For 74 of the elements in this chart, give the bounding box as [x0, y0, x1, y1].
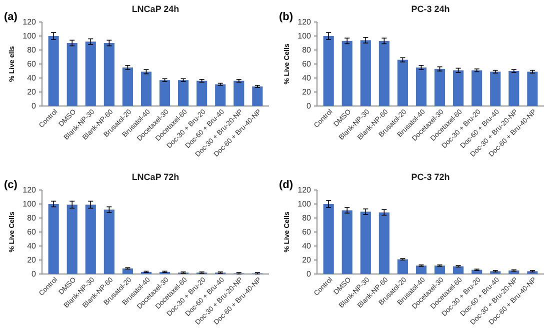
- y-tick-label: 20: [302, 256, 312, 265]
- chart-title: PC-3 24h: [411, 4, 450, 14]
- bar: [196, 80, 208, 106]
- y-tick-label: 120: [298, 186, 312, 195]
- text: (b): [279, 11, 294, 23]
- bar: [527, 72, 538, 106]
- bar: [360, 212, 371, 274]
- chart-title: LNCaP 24h: [132, 4, 180, 14]
- bar: [453, 266, 464, 274]
- bar: [122, 268, 133, 274]
- bar: [85, 42, 96, 106]
- y-tick-label: 40: [27, 242, 37, 251]
- y-tick-label: 60: [27, 60, 37, 69]
- bar: [434, 68, 446, 106]
- y-tick-label: 20: [302, 88, 312, 97]
- bar: [508, 71, 520, 106]
- bar: [453, 70, 464, 106]
- y-tick-label: 80: [302, 214, 312, 223]
- y-tick-label: 120: [22, 186, 37, 195]
- bar: [342, 40, 352, 106]
- bar: [66, 43, 78, 106]
- y-tick-label: 60: [27, 228, 37, 237]
- bar: [323, 36, 334, 106]
- bar: [178, 80, 189, 106]
- text: (a): [4, 11, 18, 23]
- bar: [48, 36, 59, 106]
- bar: [397, 60, 408, 106]
- bar: [360, 40, 371, 106]
- chart-title: LNCaP 72h: [132, 172, 180, 182]
- y-tick-label: 20: [27, 88, 37, 97]
- y-tick-label: 100: [298, 200, 312, 209]
- y-tick-label: 0: [306, 102, 312, 111]
- bar: [159, 80, 170, 106]
- bar: [378, 212, 390, 274]
- bar: [434, 266, 446, 274]
- y-tick-label: 0: [306, 270, 312, 279]
- bar: [66, 204, 78, 274]
- y-tick-label: 60: [302, 60, 312, 69]
- bar: [140, 72, 152, 106]
- bar: [416, 266, 427, 274]
- bar: [104, 210, 114, 274]
- bar: [234, 80, 244, 106]
- y-tick-label: 120: [298, 18, 312, 27]
- text: (d): [279, 179, 294, 191]
- bar: [342, 210, 352, 274]
- chart-title: PC-3 72h: [411, 172, 450, 182]
- bar: [490, 72, 501, 106]
- y-tick-label: 100: [298, 32, 312, 41]
- bar: [85, 204, 96, 274]
- y-tick-label: 80: [27, 214, 37, 223]
- bar: [508, 270, 520, 274]
- y-tick-label: 80: [27, 46, 37, 55]
- y-tick-label: 0: [32, 102, 37, 111]
- bar: [48, 204, 59, 274]
- y-tick-label: 100: [22, 200, 37, 209]
- bar: [122, 68, 133, 106]
- bar: [104, 43, 114, 106]
- bar: [472, 70, 482, 106]
- y-tick-label: 120: [22, 18, 37, 27]
- y-tick-label: 40: [302, 74, 312, 83]
- bar: [215, 84, 226, 106]
- bar: [252, 86, 263, 106]
- y-tick-label: 40: [27, 74, 37, 83]
- y-tick-label: 40: [302, 242, 312, 251]
- bar: [416, 68, 427, 106]
- y-tick-label: 0: [32, 270, 37, 279]
- bar: [323, 204, 334, 274]
- bar: [378, 40, 390, 106]
- y-tick-label: 80: [302, 46, 312, 55]
- y-tick-label: 100: [22, 32, 37, 41]
- text: (c): [4, 179, 18, 191]
- bar: [397, 259, 408, 274]
- y-tick-label: 60: [302, 228, 312, 237]
- y-tick-label: 20: [27, 256, 37, 265]
